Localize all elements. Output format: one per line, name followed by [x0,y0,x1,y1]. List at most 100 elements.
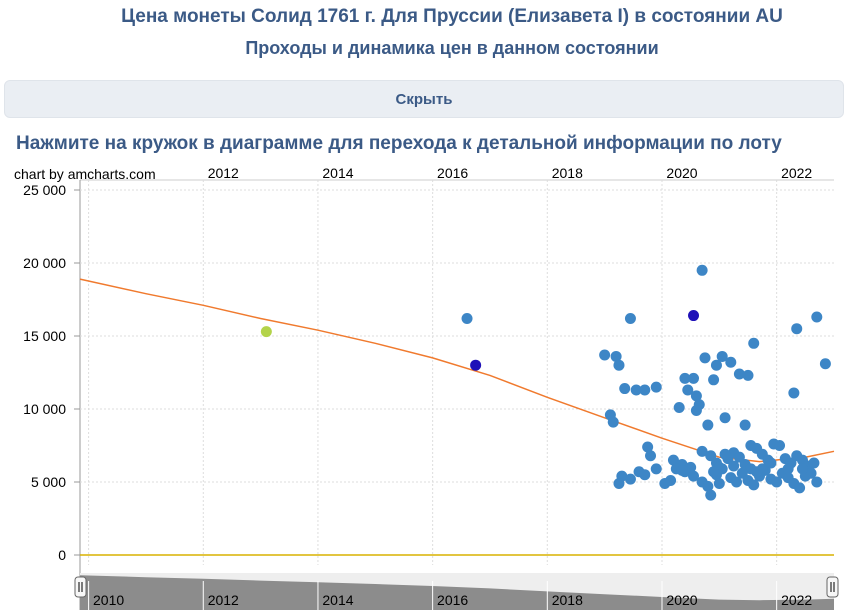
scrollbar-label: 2014 [322,592,353,608]
lot-point[interactable] [705,489,717,501]
lot-point[interactable] [696,264,708,276]
lot-point[interactable] [748,479,760,491]
x-tick-label: 2018 [552,165,583,181]
lot-point[interactable] [650,381,662,393]
x-tick-label: 2022 [781,165,812,181]
lot-point[interactable] [733,368,745,380]
lot-point[interactable] [690,390,702,402]
lot-point[interactable] [728,460,740,472]
lot-point[interactable] [791,323,803,335]
hide-button-label: Скрыть [395,91,453,108]
lot-point[interactable] [599,349,611,361]
lot-point[interactable] [624,312,636,324]
lot-point[interactable] [679,372,691,384]
lot-point[interactable] [673,402,685,414]
scrollbar-label: 2012 [208,592,239,608]
lot-point[interactable] [639,469,651,481]
lot-point-highlight[interactable] [260,326,272,338]
scrollbar-preview [80,575,834,610]
lot-point[interactable] [702,419,714,431]
lot-point[interactable] [676,464,688,476]
lot-point[interactable] [619,383,631,395]
lot-point[interactable] [613,477,625,489]
lot-point[interactable] [745,440,757,451]
x-tick-label: 2012 [208,165,239,181]
lot-point[interactable] [782,463,794,475]
lot-point[interactable] [719,448,731,460]
lot-point[interactable] [819,358,831,370]
lot-point[interactable] [702,480,714,492]
scrollbar-label: 2016 [437,592,468,608]
lot-point-highlight[interactable] [688,310,700,322]
lot-point-highlight[interactable] [470,359,482,371]
scrollbar-label: 2022 [781,592,812,608]
lot-point[interactable] [610,350,622,362]
price-scatter-chart: 2012 2014 2016 2018 2020 2022 0 5 000 10 000 15 … [23,165,839,610]
lot-point[interactable] [719,412,731,424]
hide-button[interactable]: Скрыть [4,80,844,118]
y-tick-label: 25 000 [23,182,66,198]
chart-grid [79,179,834,610]
lot-point[interactable] [742,369,754,381]
lot-point[interactable] [771,476,783,488]
lot-point[interactable] [725,356,737,368]
lot-point[interactable] [667,454,679,466]
lot-point[interactable] [650,463,662,475]
lot-point[interactable] [713,477,725,489]
amcharts-credit[interactable]: chart by amcharts.com [14,166,156,182]
y-axis: 0 5 000 10 000 15 000 20 000 25 000 [23,182,80,563]
lot-point[interactable] [639,384,651,396]
lot-point[interactable] [808,457,820,469]
chart-instruction: Нажмите на кружок в диаграмме для перехо… [16,133,782,154]
lot-point[interactable] [796,463,808,475]
lot-point[interactable] [642,441,654,453]
lot-point[interactable] [688,372,700,384]
lot-point[interactable] [716,350,728,362]
scrollbar-label: 2018 [552,592,583,608]
lot-point[interactable] [607,416,619,428]
scrollbar-label: 2010 [93,592,124,608]
trend-line-path [79,278,835,463]
lot-point[interactable] [624,473,636,485]
lot-point[interactable] [645,450,657,462]
lot-point[interactable] [716,463,728,475]
lot-point[interactable] [731,476,743,488]
lot-point[interactable] [710,359,722,371]
lot-point[interactable] [805,467,817,479]
lot-point[interactable] [708,466,720,478]
lot-point[interactable] [811,476,823,488]
scrollbar-label: 2020 [666,592,697,608]
lot-point[interactable] [696,445,708,457]
data-points [260,264,831,501]
x-tick-label: 2016 [437,165,468,181]
scrollbar-left-handle[interactable] [74,576,87,598]
lot-point[interactable] [751,466,763,478]
lot-point[interactable] [665,475,677,487]
lot-point[interactable] [788,387,800,399]
lot-point[interactable] [739,419,751,431]
scrollbar-right-handle[interactable] [826,576,839,598]
chart-subtitle: Проходы и динамика цен в данном состояни… [245,38,659,58]
x-tick-label: 2020 [666,165,697,181]
lot-point[interactable] [688,470,700,482]
chart-scrollbar[interactable]: 2010 2012 2014 2016 2018 2020 2022 [74,573,839,610]
y-tick-label: 15 000 [23,328,66,344]
y-tick-label: 5 000 [31,474,66,490]
lot-point[interactable] [682,384,694,396]
lot-point[interactable] [690,404,702,416]
lot-point[interactable] [613,359,625,371]
lot-point[interactable] [794,482,806,494]
lot-point[interactable] [811,311,823,323]
lot-point[interactable] [748,337,760,349]
lot-point[interactable] [461,312,473,324]
x-axis-top: 2012 2014 2016 2018 2020 2022 [208,165,813,181]
lot-point[interactable] [699,352,711,364]
chart-title: Цена монеты Солид 1761 г. Для Пруссии (Е… [121,6,783,27]
lot-point[interactable] [765,457,777,469]
y-tick-label: 0 [58,547,66,563]
lot-point[interactable] [630,384,642,396]
trend-line [79,278,835,463]
y-tick-label: 20 000 [23,255,66,271]
lot-point[interactable] [708,374,720,386]
lot-point[interactable] [774,440,786,451]
